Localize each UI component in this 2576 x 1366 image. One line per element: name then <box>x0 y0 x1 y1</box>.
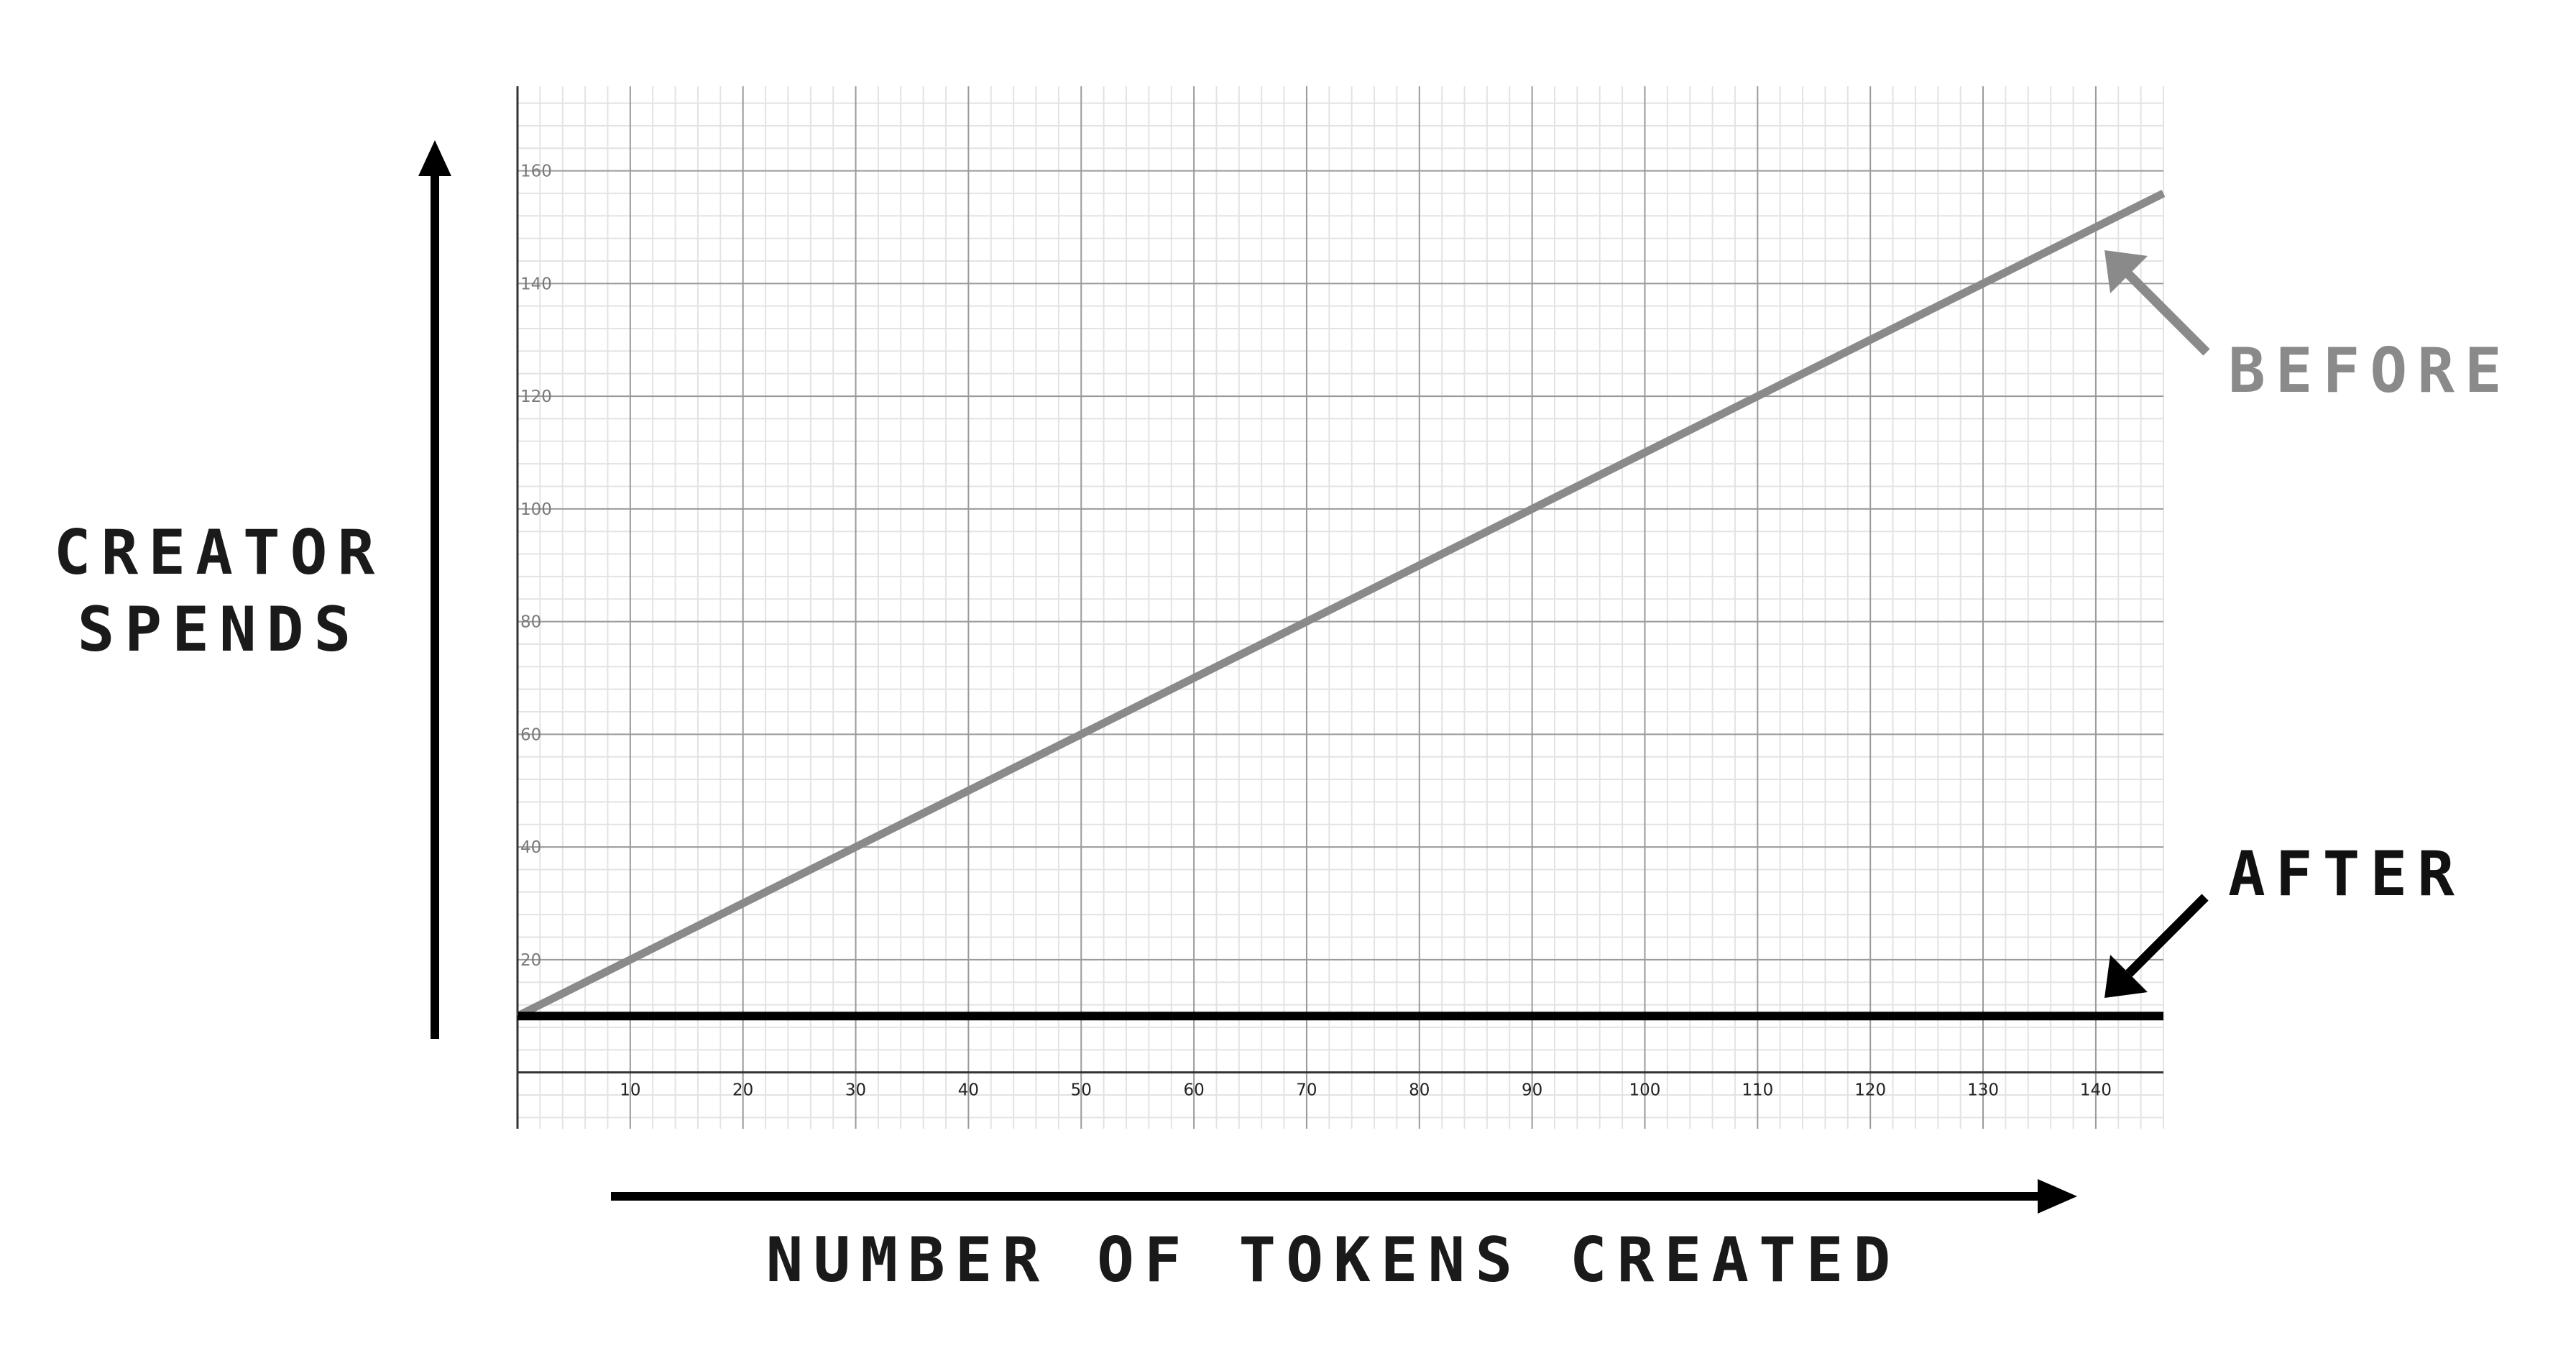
before-callout: BEFORE <box>2104 250 2512 407</box>
x-tick-label: 120 <box>1854 1081 1886 1100</box>
y-tick-label: 100 <box>520 500 552 519</box>
x-tick-labels: 10 20 30 40 50 60 70 80 90 100 110 120 130 140 <box>620 1081 2112 1100</box>
x-tick-label: 100 <box>1629 1081 1661 1100</box>
x-tick-label: 90 <box>1522 1081 1542 1100</box>
after-callout: AFTER <box>2104 838 2465 998</box>
before-label: BEFORE <box>2228 335 2512 407</box>
series-lines <box>515 189 2166 1021</box>
y-tick-labels: 20 40 60 80 100 120 140 160 <box>520 162 552 970</box>
y-tick-label: 20 <box>520 951 541 970</box>
x-tick-label: 60 <box>1183 1081 1204 1100</box>
x-tick-label: 80 <box>1409 1081 1430 1100</box>
x-tick-label: 130 <box>1967 1081 1999 1100</box>
grid-major <box>518 86 2163 1129</box>
y-tick-label: 160 <box>520 162 552 181</box>
x-tick-label: 30 <box>845 1081 866 1100</box>
y-tick-label: 120 <box>520 388 552 406</box>
x-tick-label: 40 <box>958 1081 979 1100</box>
x-tick-label: 140 <box>2080 1081 2112 1100</box>
y-tick-label: 140 <box>520 275 552 293</box>
x-arrow <box>611 1179 2077 1214</box>
y-axis-label-line-1: CREATOR <box>54 517 385 589</box>
y-axis-label-line-2: SPENDS <box>78 594 362 666</box>
y-arrow <box>418 140 451 1039</box>
series-line-before <box>515 189 2166 1020</box>
y-tick-label: 80 <box>520 613 541 632</box>
after-label: AFTER <box>2228 838 2465 910</box>
x-tick-label: 50 <box>1071 1081 1092 1100</box>
axes <box>516 86 2163 1129</box>
x-tick-label: 10 <box>620 1081 640 1100</box>
x-tick-label: 20 <box>732 1081 753 1100</box>
grid-minor <box>518 86 2164 1129</box>
y-tick-label: 40 <box>520 838 541 857</box>
y-tick-label: 60 <box>520 725 541 744</box>
x-axis-label: NUMBER OF TOKENS CREATED <box>766 1224 1901 1296</box>
x-tick-label: 70 <box>1296 1081 1317 1100</box>
x-tick-label: 110 <box>1742 1081 1773 1100</box>
